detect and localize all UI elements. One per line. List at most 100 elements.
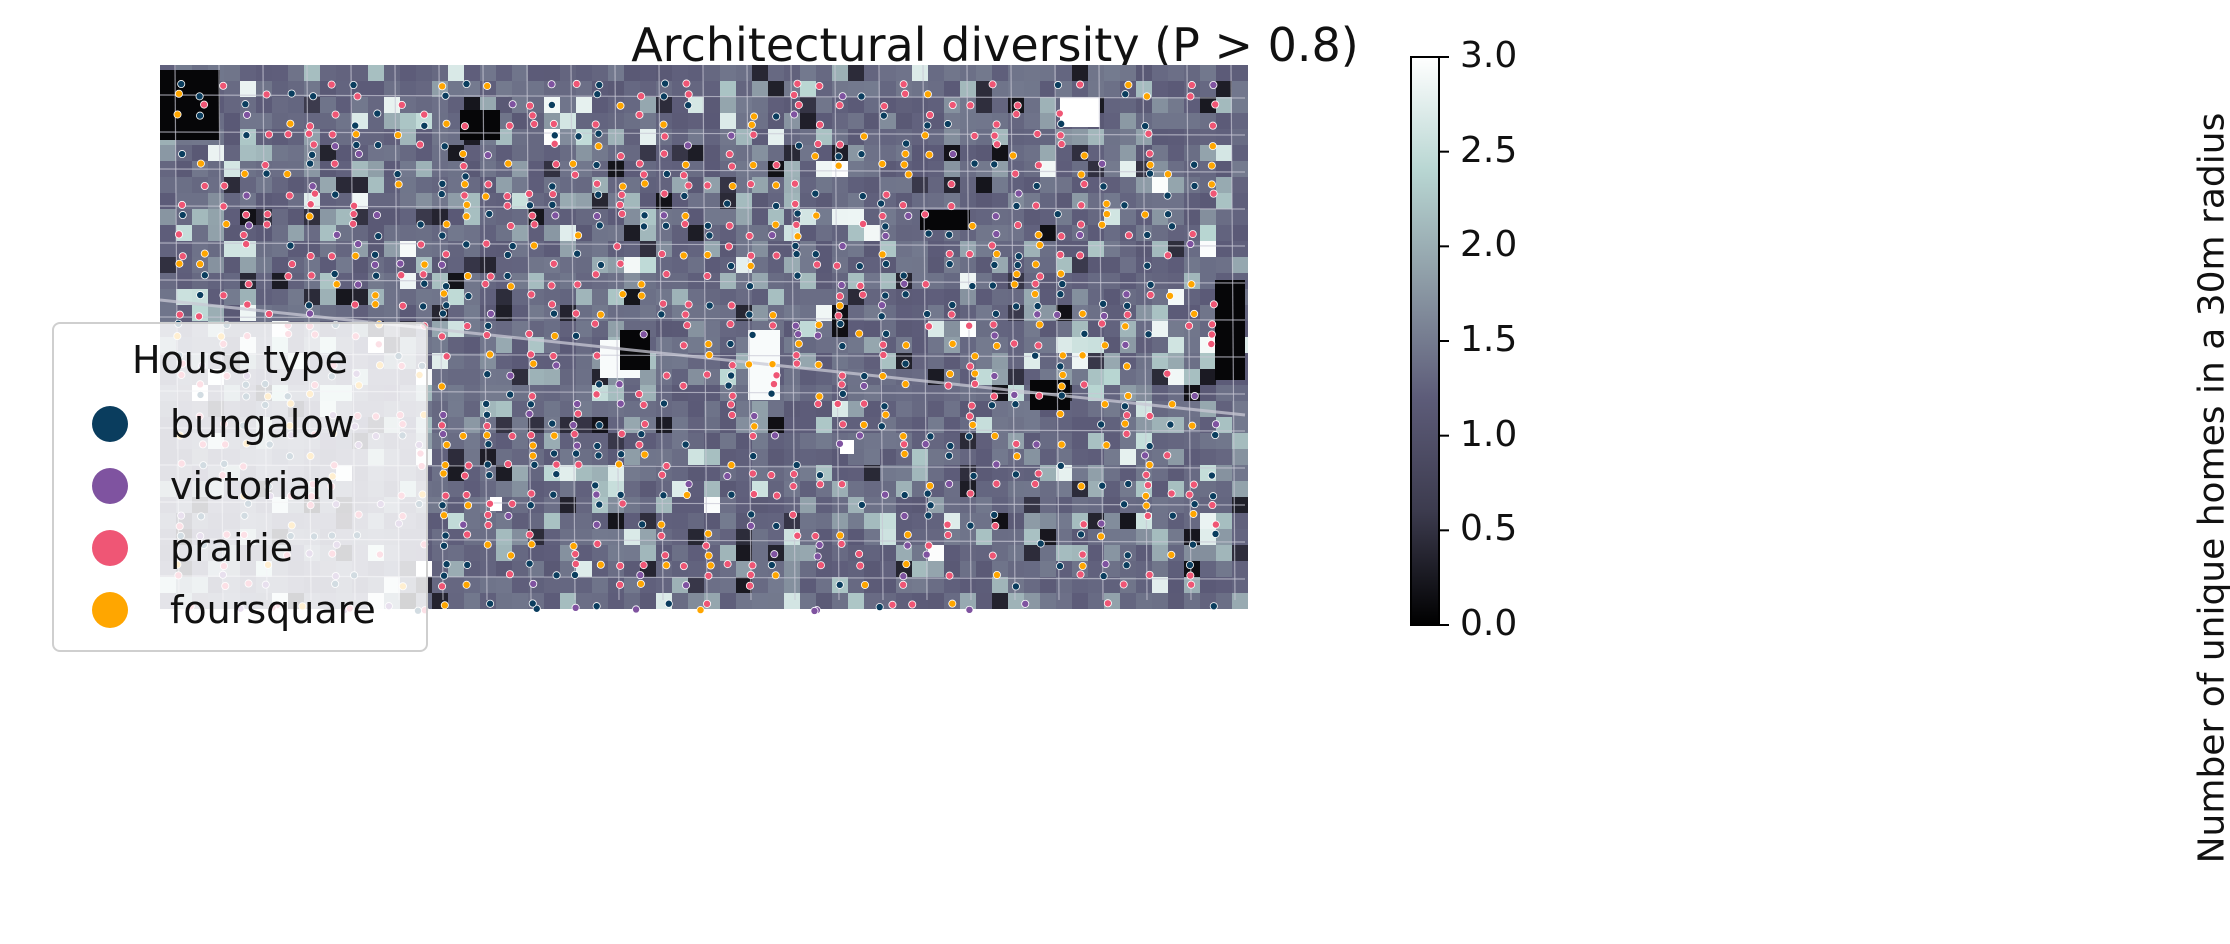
raster-cell xyxy=(976,225,992,241)
raster-cell xyxy=(800,465,816,481)
house-point xyxy=(749,130,758,139)
raster-cell xyxy=(1136,577,1152,593)
raster-cell xyxy=(544,545,560,561)
house-point xyxy=(923,310,932,319)
raster-cell xyxy=(1072,129,1088,145)
raster-cell xyxy=(1136,385,1152,401)
raster-cell xyxy=(1072,273,1088,289)
raster-cell xyxy=(1232,433,1248,449)
house-point xyxy=(504,460,513,469)
house-point xyxy=(616,561,625,570)
house-point xyxy=(767,389,776,398)
raster-layer xyxy=(160,65,1248,609)
house-point xyxy=(548,182,557,191)
house-point xyxy=(416,220,425,229)
house-point xyxy=(704,340,713,349)
raster-cell xyxy=(896,65,912,81)
raster-cell xyxy=(944,289,960,305)
raster-cell xyxy=(624,81,640,97)
house-point xyxy=(728,162,737,171)
house-point xyxy=(351,251,360,260)
house-point xyxy=(241,100,250,109)
raster-cell xyxy=(384,225,400,241)
house-point xyxy=(659,299,668,308)
house-point xyxy=(460,122,469,131)
house-point xyxy=(530,241,539,250)
house-point xyxy=(966,101,975,110)
house-point xyxy=(635,440,644,449)
raster-cell xyxy=(336,129,352,145)
raster-cell xyxy=(896,113,912,129)
house-point xyxy=(354,240,363,249)
raster-cell xyxy=(272,177,288,193)
raster-cell xyxy=(752,81,768,97)
raster-cell xyxy=(640,529,656,545)
house-point xyxy=(900,440,909,449)
raster-cell xyxy=(912,417,928,433)
house-point xyxy=(1014,252,1023,261)
raster-cell xyxy=(1120,369,1136,385)
raster-cell xyxy=(832,65,848,81)
raster-cell xyxy=(1216,385,1232,401)
house-point xyxy=(1034,469,1043,478)
raster-cell xyxy=(640,193,656,209)
house-point xyxy=(485,471,494,480)
raster-cell xyxy=(816,225,832,241)
house-point xyxy=(177,80,186,89)
raster-cell xyxy=(848,593,864,609)
raster-cell xyxy=(688,241,704,257)
raster-cell xyxy=(336,97,352,113)
house-point xyxy=(351,121,360,130)
raster-cell xyxy=(624,417,640,433)
house-point xyxy=(1021,599,1030,608)
house-point xyxy=(463,530,472,539)
house-point xyxy=(858,192,867,201)
raster-cell xyxy=(592,289,608,305)
street-line xyxy=(922,64,928,601)
house-point xyxy=(1209,189,1218,198)
raster-cell xyxy=(272,97,288,113)
raster-cell xyxy=(208,289,224,305)
house-point xyxy=(814,399,823,408)
raster-cell xyxy=(1024,465,1040,481)
raster-cell xyxy=(896,257,912,273)
house-point xyxy=(1033,302,1042,311)
raster-cell xyxy=(1232,225,1248,241)
house-point xyxy=(528,599,537,608)
raster-cell xyxy=(864,545,880,561)
raster-cell xyxy=(928,81,944,97)
house-point xyxy=(662,270,671,279)
raster-cell xyxy=(624,385,640,401)
house-point xyxy=(1057,382,1066,391)
raster-cell xyxy=(656,257,672,273)
raster-cell xyxy=(576,497,592,513)
house-point xyxy=(749,452,758,461)
house-point xyxy=(349,81,358,90)
raster-cell xyxy=(944,353,960,369)
raster-cell xyxy=(992,577,1008,593)
house-point xyxy=(242,210,251,219)
raster-cell xyxy=(624,401,640,417)
house-point xyxy=(438,501,447,510)
house-point xyxy=(684,300,693,309)
raster-cell xyxy=(816,513,832,529)
raster-cell xyxy=(1040,321,1056,337)
house-point xyxy=(595,221,604,230)
house-point xyxy=(262,90,271,99)
raster-cell xyxy=(576,177,592,193)
house-point xyxy=(903,541,912,550)
house-point xyxy=(923,489,932,498)
house-point xyxy=(525,189,534,198)
house-point xyxy=(640,450,649,459)
raster-cell xyxy=(1152,337,1168,353)
house-point xyxy=(550,449,559,458)
house-point xyxy=(1163,170,1172,179)
house-point xyxy=(772,161,781,170)
legend-label: bungalow xyxy=(170,402,355,446)
house-point xyxy=(506,551,515,560)
raster-cell xyxy=(320,209,336,225)
raster-cell xyxy=(784,369,800,385)
house-point xyxy=(571,559,580,568)
raster-cell xyxy=(656,577,672,593)
